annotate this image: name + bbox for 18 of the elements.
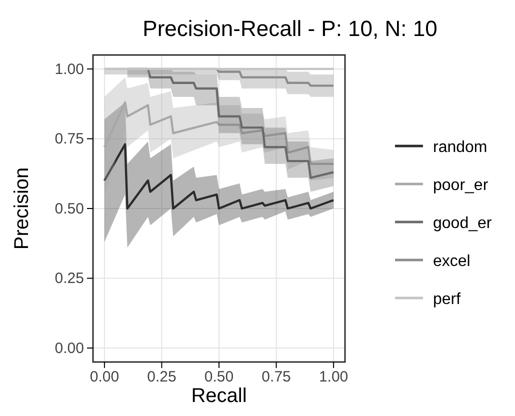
x-tick-label: 0.75	[262, 368, 291, 386]
x-tick-label: 0.50	[204, 368, 234, 386]
legend-label: perf	[433, 291, 462, 308]
x-tick-label: 0.00	[90, 368, 120, 386]
x-tick-label: 0.25	[147, 368, 176, 386]
legend-label: excel	[433, 253, 470, 270]
legend-label: good_er	[433, 215, 492, 232]
y-tick-label: 0.75	[54, 130, 84, 148]
x-tick-label: 1.00	[318, 368, 348, 386]
y-tick-label: 0.50	[54, 200, 84, 218]
y-tick-label: 0.00	[54, 340, 84, 357]
legend-label: random	[433, 139, 488, 156]
y-tick-label: 1.00	[54, 60, 84, 78]
y-axis-title: Precision	[11, 167, 33, 250]
legend-label: poor_er	[433, 177, 489, 194]
chart-title: Precision-Recall - P: 10, N: 10	[142, 16, 438, 41]
y-tick-label: 0.25	[54, 270, 84, 288]
x-axis-title: Recall	[191, 385, 247, 407]
